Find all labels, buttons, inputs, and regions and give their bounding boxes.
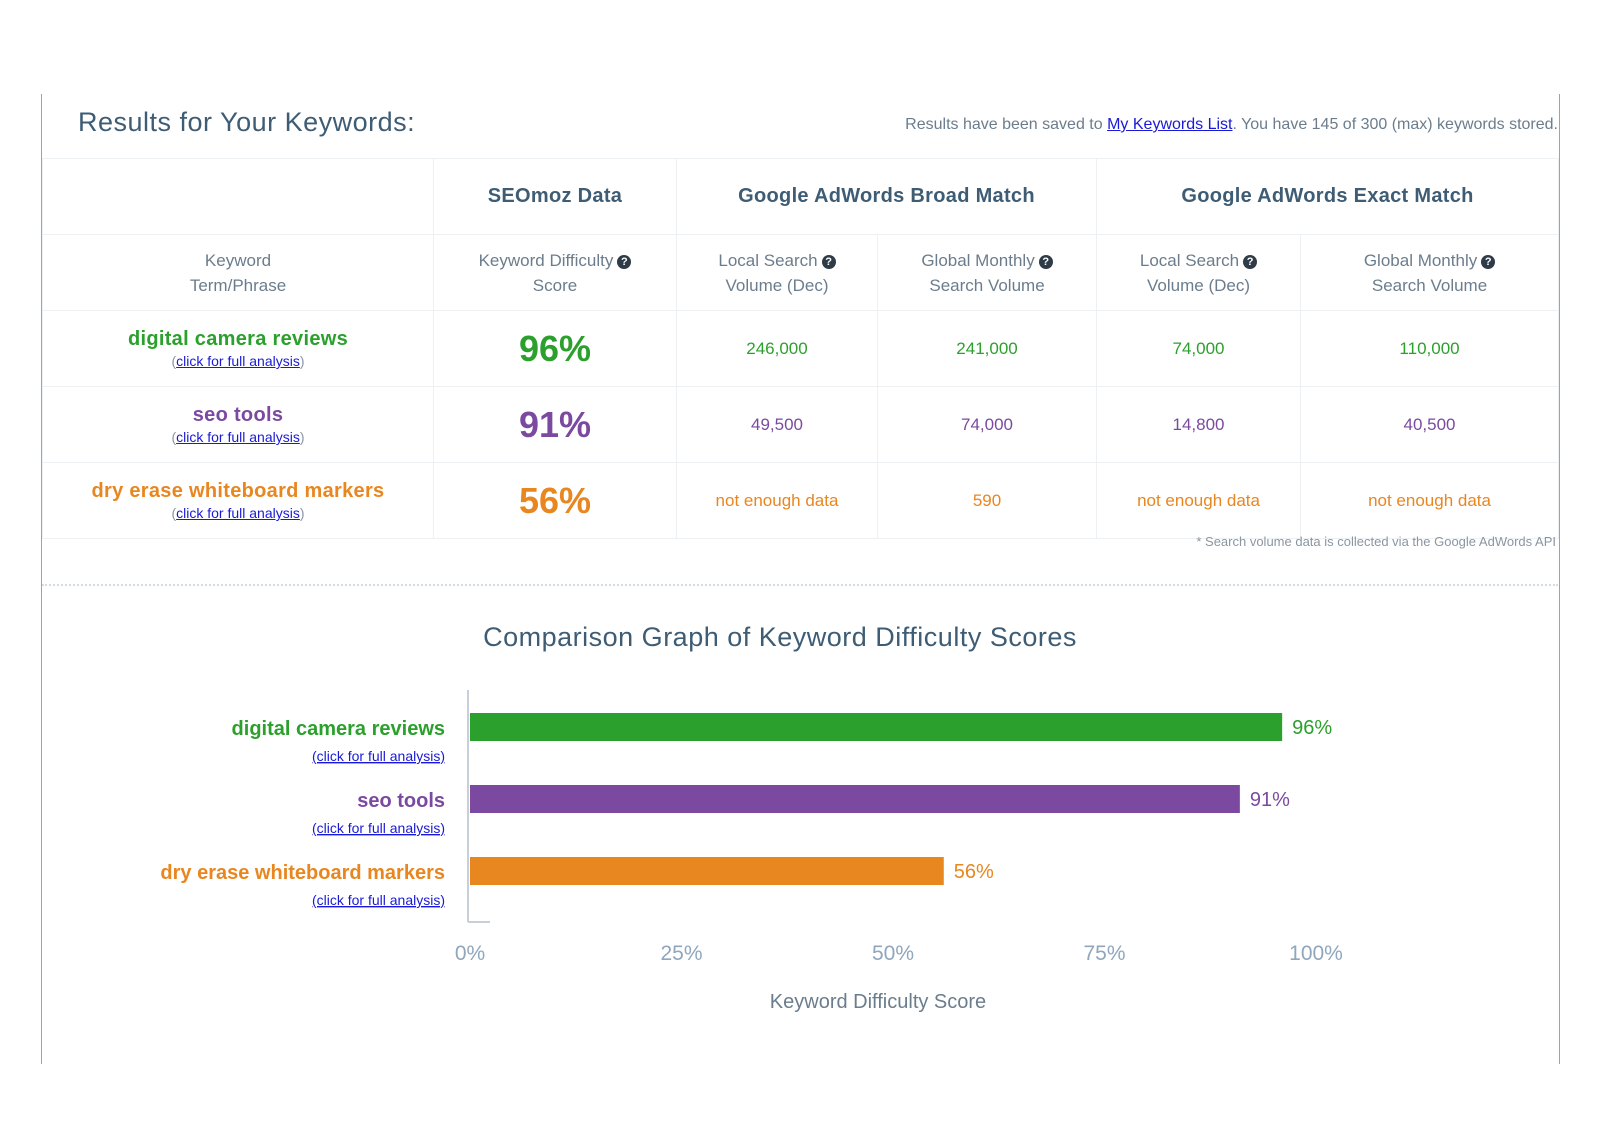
my-keywords-list-link[interactable]: My Keywords List [1107,116,1233,133]
exact-global-cell: 40,500 [1300,386,1560,463]
column-header-exact-global-line2: Search Volume [1371,275,1488,295]
column-header-broad-global-line2: Search Volume [929,275,1045,295]
bar [470,857,944,885]
x-tick-label: 100% [1289,942,1343,965]
column-header-broad-local-line2: Volume (Dec) [725,275,829,295]
exact-local-cell: not enough data [1096,462,1302,539]
x-tick-label: 0% [455,942,485,965]
help-icon[interactable]: ? [1243,254,1258,269]
help-icon[interactable]: ? [1481,254,1496,269]
difficulty-score-cell: 91% [433,386,677,463]
column-header-difficulty-line1: Keyword Difficulty [478,250,614,270]
help-icon[interactable]: ? [821,254,836,269]
exact-local-cell: 74,000 [1096,310,1302,387]
group-header-exact-match: Google AdWords Exact Match [1096,158,1560,235]
broad-global-cell: 590 [876,462,1098,539]
bar-value-label: 91% [1250,789,1290,811]
column-header-broad-local: Local Search? Volume (Dec) [676,234,878,311]
keyword-cell: dry erase whiteboard markers (click for … [42,462,434,539]
results-panel [41,94,1560,1064]
broad-local-cell: 49,500 [676,386,878,463]
help-icon[interactable]: ? [617,254,632,269]
category-analysis-link[interactable]: (click for full analysis) [312,748,445,764]
group-header-empty [42,158,434,235]
column-header-broad-local-line1: Local Search [718,250,818,270]
x-tick-label: 25% [660,942,702,965]
full-analysis-link[interactable]: click for full analysis [176,353,300,369]
search-volume-footnote: * Search volume data is collected via th… [1196,534,1556,549]
saved-prefix: Results have been saved to [905,116,1103,133]
keyword-cell: seo tools (click for full analysis) [42,386,434,463]
analysis-link-wrap: (click for full analysis) [171,353,305,369]
category-label: digital camera reviews [232,718,445,740]
saved-note: Results have been saved to My Keywords L… [905,116,1558,134]
column-header-keyword: Keyword Term/Phrase [42,234,434,311]
difficulty-score-cell: 96% [433,310,677,387]
column-header-exact-local-line2: Volume (Dec) [1147,275,1250,295]
keyword-results-table: SEOmoz Data Google AdWords Broad Match G… [42,158,1560,539]
table-row: seo tools (click for full analysis) 91% … [42,386,1560,463]
keyword-name: seo tools [192,404,284,426]
bar-value-label: 96% [1292,717,1332,739]
broad-global-cell: 74,000 [876,386,1098,463]
group-header-broad-match: Google AdWords Broad Match [675,158,1098,235]
analysis-link-wrap: (click for full analysis) [171,505,305,521]
full-analysis-link[interactable]: click for full analysis [176,505,300,521]
exact-local-cell: 14,800 [1096,386,1302,463]
table-row: digital camera reviews (click for full a… [42,310,1560,387]
x-tick-label: 50% [872,942,914,965]
category-analysis-link[interactable]: (click for full analysis) [312,820,445,836]
column-header-broad-global-line1: Global Monthly [921,250,1035,270]
saved-suffix: . You have 145 of 300 (max) keywords sto… [1232,116,1558,133]
column-header-difficulty: Keyword Difficulty? Score [433,234,677,311]
column-header-exact-local: Local Search? Volume (Dec) [1096,234,1302,311]
exact-global-cell: 110,000 [1300,310,1560,387]
column-header-keyword-line2: Term/Phrase [189,275,287,295]
keyword-name: dry erase whiteboard markers [91,480,385,502]
difficulty-score: 91% [518,403,592,445]
help-icon[interactable]: ? [1038,254,1053,269]
difficulty-score: 96% [518,327,592,369]
broad-local-cell: not enough data [676,462,878,539]
bar-value-label: 56% [954,861,994,883]
keyword-name: digital camera reviews [127,328,349,350]
graph-title: Comparison Graph of Keyword Difficulty S… [483,622,1077,652]
difficulty-score: 56% [518,479,592,521]
exact-global-cell: not enough data [1300,462,1560,539]
bar [470,785,1240,813]
difficulty-score-cell: 56% [433,462,677,539]
bar [470,713,1283,741]
table-row: dry erase whiteboard markers (click for … [42,462,1560,539]
x-axis-title: Keyword Difficulty Score [770,991,986,1013]
column-header-difficulty-line2: Score [532,275,578,295]
keyword-cell: digital camera reviews (click for full a… [42,310,434,387]
category-analysis-link[interactable]: (click for full analysis) [312,892,445,908]
group-header-row: SEOmoz Data Google AdWords Broad Match G… [42,158,1560,235]
column-header-exact-global: Global Monthly? Search Volume [1300,234,1560,311]
section-divider [42,584,1558,586]
analysis-link-wrap: (click for full analysis) [171,429,305,445]
column-header-exact-global-line1: Global Monthly [1363,250,1478,270]
full-analysis-link[interactable]: click for full analysis [176,429,300,445]
category-label: seo tools [357,790,445,812]
results-title: Results for Your Keywords: [78,107,416,137]
column-header-keyword-line1: Keyword [204,250,272,270]
category-label: dry erase whiteboard markers [160,862,445,884]
x-tick-label: 75% [1083,942,1125,965]
column-header-exact-local-line1: Local Search [1139,250,1240,270]
column-header-row: Keyword Term/Phrase Keyword Difficulty? … [42,234,1560,311]
column-header-broad-global: Global Monthly? Search Volume [876,234,1098,311]
